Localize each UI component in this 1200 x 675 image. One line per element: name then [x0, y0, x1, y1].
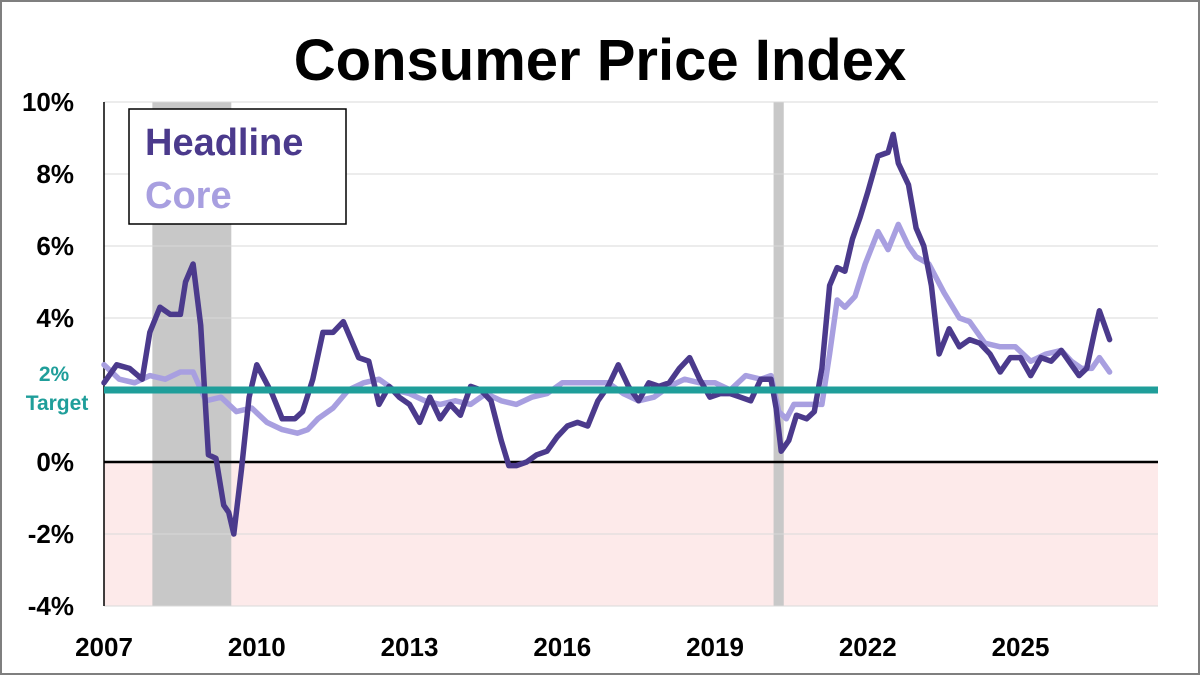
chart-title: Consumer Price Index [294, 28, 906, 93]
y-tick-label: 0% [36, 447, 74, 477]
legend-item-headline: Headline [145, 122, 303, 164]
target-label-text: Target [26, 392, 89, 415]
y-tick-label: -2% [28, 519, 74, 549]
plot-area: -4% -2% 0% 4% 6% 8% 10% 2007 2010 2013 2016 2019 202… [22, 87, 1158, 662]
x-tick-label: 2016 [533, 632, 591, 662]
series-line-headline [101, 131, 1113, 537]
x-tick-label: 2022 [839, 632, 897, 662]
x-tick-label: 2010 [228, 632, 286, 662]
y-tick-label: 4% [36, 303, 74, 333]
target-label-value: 2% [39, 363, 70, 386]
series-line-core [101, 221, 1113, 436]
x-tick-label: 2025 [992, 632, 1050, 662]
x-tick-label: 2013 [381, 632, 439, 662]
recession-band-1 [773, 102, 784, 606]
legend: Headline Core [128, 108, 347, 225]
x-tick-label: 2019 [686, 632, 744, 662]
legend-box [128, 108, 347, 225]
legend-item-core: Core [145, 175, 232, 217]
y-tick-label: -4% [28, 591, 74, 621]
y-tick-label: 8% [36, 159, 74, 189]
y-tick-label: 10% [22, 87, 74, 117]
x-tick-label: 2007 [75, 632, 133, 662]
y-tick-label: 6% [36, 231, 74, 261]
